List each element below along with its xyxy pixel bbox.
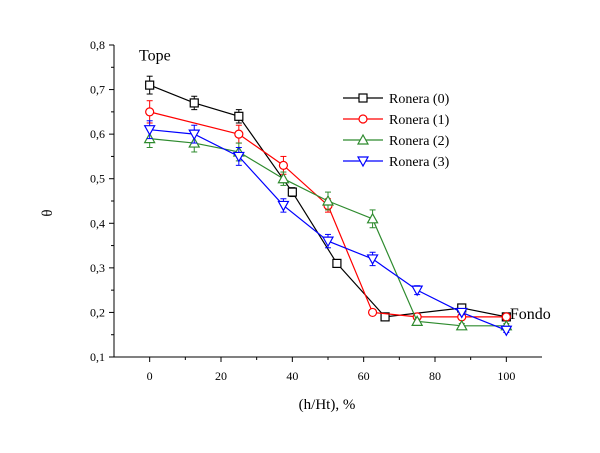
data-point: [455, 307, 468, 319]
x-tick-label: 80: [429, 369, 441, 383]
y-tick-label: 0,2: [90, 305, 105, 319]
data-point: [143, 125, 156, 136]
data-point: [145, 80, 155, 90]
data-point: [500, 325, 513, 337]
series-2: [143, 129, 513, 331]
data-point: [278, 160, 289, 170]
legend-marker: [358, 114, 368, 124]
legend-label: Ronera (3): [389, 155, 450, 170]
y-tick-label: 0,1: [90, 350, 105, 364]
series-1: [145, 100, 511, 322]
legend-label: Ronera (0): [389, 92, 450, 107]
data-point: [321, 194, 335, 206]
legend-marker: [356, 133, 370, 145]
x-tick-label: 60: [358, 369, 370, 383]
y-tick-label: 0,6: [90, 127, 105, 141]
x-tick-label: 40: [286, 369, 298, 383]
y-tick-label: 0,4: [90, 216, 105, 230]
annotation-tope: Tope: [139, 48, 171, 65]
annotation-layer: Tope Fondo: [139, 48, 551, 324]
y-tick-label: 0,7: [90, 83, 105, 97]
data-point: [277, 200, 290, 212]
data-point: [234, 129, 244, 139]
series-3: [143, 120, 513, 337]
legend-marker: [358, 93, 368, 103]
data-point: [287, 187, 297, 197]
series-layer: [143, 75, 513, 337]
legend-item: Ronera (3): [343, 155, 450, 170]
legend-item: Ronera (2): [343, 133, 450, 149]
y-tick-label: 0,5: [90, 172, 105, 186]
legend-item: Ronera (1): [343, 113, 450, 128]
x-tick-label: 100: [497, 369, 515, 383]
data-point: [188, 129, 201, 141]
data-point: [145, 107, 155, 117]
y-axis: 0,1 0,2 0,3 0,4 0,5 0,6 0,7 0,8: [90, 38, 114, 364]
x-tick-label: 0: [147, 369, 153, 383]
data-point: [411, 315, 424, 326]
legend-marker: [356, 156, 370, 168]
legend-label: Ronera (2): [389, 134, 450, 149]
data-point: [232, 151, 245, 163]
data-point: [380, 312, 390, 322]
data-point: [321, 236, 335, 248]
y-tick-label: 0,8: [90, 38, 105, 52]
data-point: [366, 254, 379, 266]
legend: Ronera (0) Ronera (1) Ronera (2) Ronera (3): [343, 92, 450, 170]
y-tick-label: 0,3: [90, 261, 105, 275]
series-line: [149, 84, 507, 318]
data-point: [455, 319, 468, 331]
data-point: [277, 172, 290, 184]
series-line: [149, 138, 507, 327]
series-line: [149, 129, 507, 331]
annotation-fondo: Fondo: [510, 306, 551, 323]
data-point: [234, 111, 244, 121]
x-tick-label: 20: [215, 369, 227, 383]
data-point: [189, 98, 199, 108]
x-axis-title: (h/Ht), %: [299, 397, 356, 413]
legend-label: Ronera (1): [389, 113, 450, 128]
legend-item: Ronera (0): [343, 92, 450, 107]
data-point: [411, 285, 424, 297]
data-point: [367, 307, 378, 318]
data-point: [366, 212, 379, 224]
x-axis: 0 20 40 60 80 100: [147, 357, 515, 383]
series-line: [149, 111, 507, 318]
data-point: [332, 258, 342, 268]
y-axis-title: θ: [40, 209, 56, 216]
